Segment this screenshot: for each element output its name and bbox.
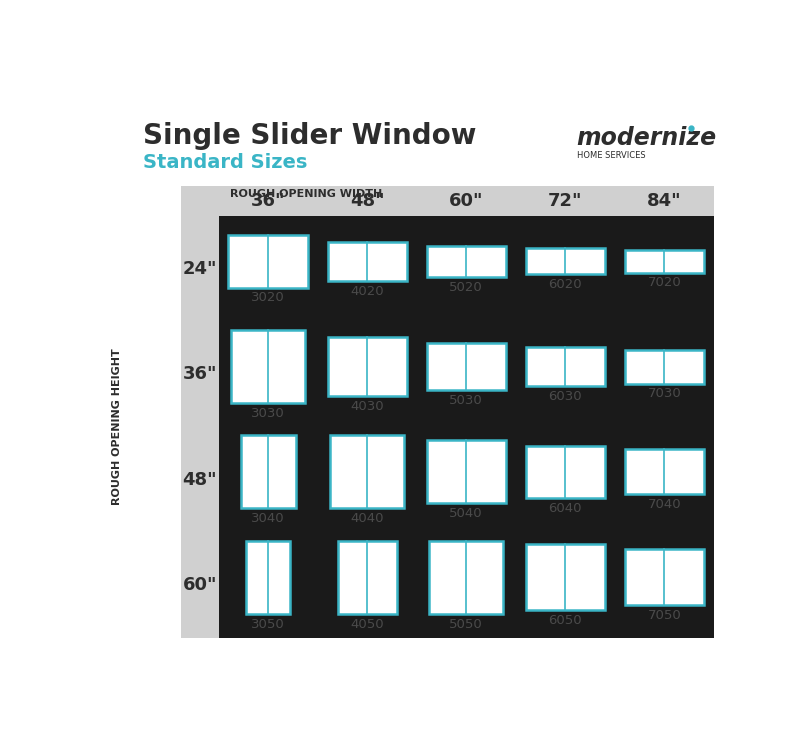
Text: 4040: 4040: [350, 512, 384, 526]
Text: 4050: 4050: [350, 618, 384, 631]
Bar: [229, 235, 308, 288]
Bar: [526, 347, 605, 386]
Bar: [246, 541, 290, 614]
Bar: [182, 186, 714, 638]
Bar: [241, 436, 296, 509]
Bar: [426, 441, 506, 504]
Text: 3020: 3020: [251, 291, 285, 305]
Bar: [231, 330, 305, 403]
Text: 6040: 6040: [549, 502, 582, 515]
Text: 5020: 5020: [450, 281, 483, 294]
Text: 36": 36": [251, 192, 286, 210]
Bar: [526, 446, 605, 498]
Bar: [182, 217, 218, 638]
Text: 4030: 4030: [350, 400, 384, 413]
Text: 84": 84": [647, 192, 682, 210]
Text: 60": 60": [449, 192, 483, 210]
Text: HOME SERVICES: HOME SERVICES: [577, 151, 646, 160]
Bar: [426, 343, 506, 390]
Text: 6050: 6050: [549, 614, 582, 627]
Text: Standard Sizes: Standard Sizes: [142, 152, 307, 171]
Bar: [182, 186, 714, 217]
Text: 5040: 5040: [450, 507, 483, 520]
Text: 7020: 7020: [647, 277, 681, 289]
Text: 4020: 4020: [350, 285, 384, 298]
Text: Single Slider Window: Single Slider Window: [142, 122, 476, 150]
Text: 48": 48": [350, 192, 385, 210]
Text: 36": 36": [182, 365, 218, 384]
Bar: [625, 350, 704, 384]
Text: 3040: 3040: [251, 512, 285, 526]
Bar: [625, 250, 704, 272]
Bar: [426, 246, 506, 277]
Text: 7040: 7040: [647, 498, 681, 512]
Text: 24": 24": [182, 260, 218, 278]
Text: 6020: 6020: [549, 278, 582, 291]
Text: 5030: 5030: [450, 394, 483, 407]
Text: 3030: 3030: [251, 407, 285, 420]
Bar: [430, 541, 503, 614]
Bar: [327, 242, 406, 281]
Bar: [625, 549, 704, 605]
Text: 5050: 5050: [450, 618, 483, 631]
Text: ROUGH OPENING HEIGHT: ROUGH OPENING HEIGHT: [112, 348, 122, 505]
Text: modernize: modernize: [577, 127, 717, 150]
Bar: [625, 449, 704, 495]
Bar: [526, 248, 605, 274]
Bar: [338, 541, 397, 614]
Text: ROUGH OPENING WIDTH: ROUGH OPENING WIDTH: [230, 190, 382, 199]
Bar: [330, 436, 404, 509]
Bar: [327, 337, 406, 396]
Text: 60": 60": [182, 576, 218, 594]
Text: 7050: 7050: [647, 609, 681, 622]
Text: 72": 72": [548, 192, 582, 210]
Text: 7030: 7030: [647, 387, 681, 400]
Bar: [526, 545, 605, 610]
Text: 3050: 3050: [251, 618, 285, 631]
Text: 6030: 6030: [549, 390, 582, 403]
Text: 48": 48": [182, 471, 218, 489]
